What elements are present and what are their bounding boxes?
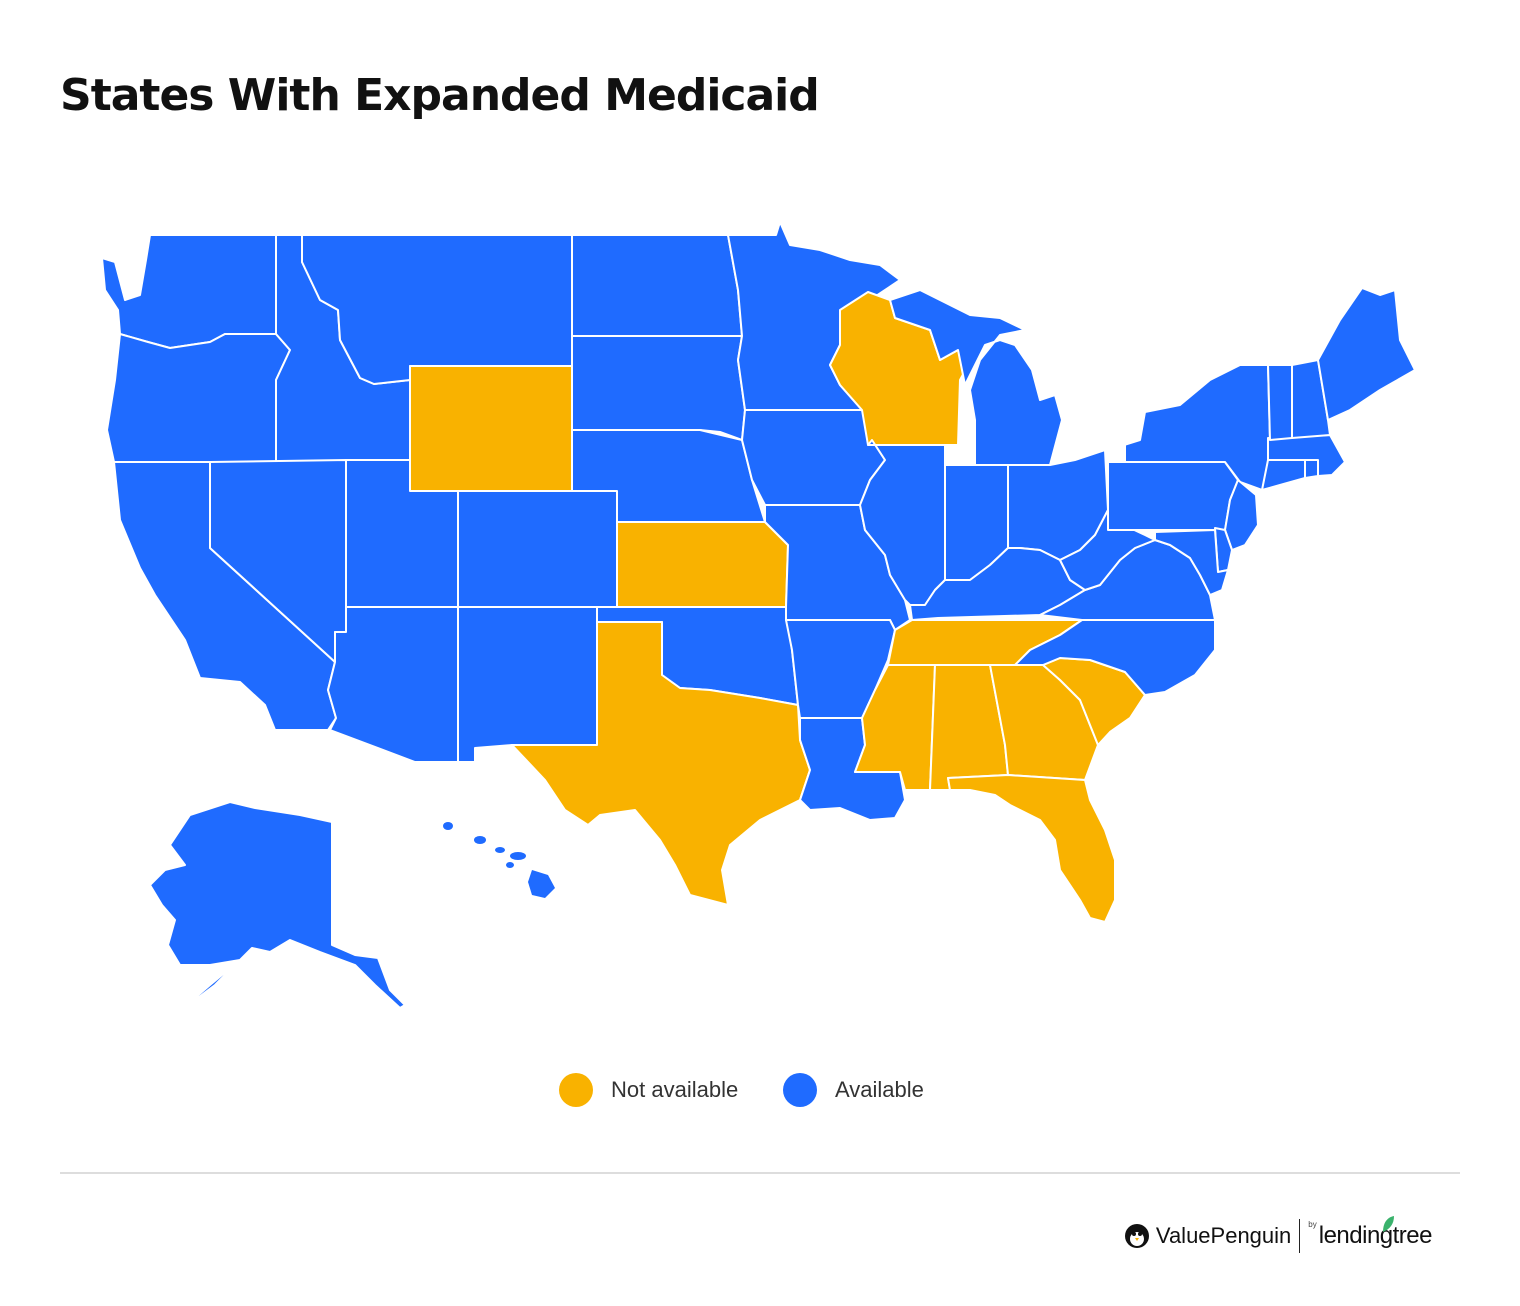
state-nj[interactable] [1224,479,1259,551]
legend-item-not-available: Not available [559,1072,738,1108]
state-mi[interactable] [889,289,1063,466]
state-ct[interactable] [1261,459,1306,491]
state-or[interactable] [106,333,291,463]
legend-label-available: Available [835,1077,924,1102]
brand-valuepenguin: ValuePenguin [1155,1223,1292,1248]
state-me[interactable] [1317,287,1416,421]
state-ma[interactable] [1267,434,1346,477]
legend-item-available: Available [783,1072,924,1108]
state-hi[interactable] [443,822,555,898]
state-sd[interactable] [571,335,746,441]
legend-label-not-available: Not available [611,1077,739,1102]
brand-logo: ValuePenguin by lendingtree [1124,1216,1433,1256]
state-wa[interactable] [101,234,277,349]
state-md[interactable] [1154,529,1229,596]
state-nm[interactable] [457,606,598,763]
state-wy[interactable] [409,365,573,492]
legend-swatch-available [783,1073,817,1107]
brand-by: by [1308,1219,1317,1229]
footer-divider [60,1172,1460,1174]
state-ak[interactable] [149,801,406,1016]
penguin-icon [1124,1224,1149,1248]
state-co[interactable] [457,490,618,608]
state-fl[interactable] [947,774,1116,923]
legend: Not available Available [0,1072,1520,1108]
state-nd[interactable] [571,234,743,337]
state-tx[interactable] [511,621,811,906]
brand-lendingtree: lendingtree [1318,1222,1433,1249]
state-ky[interactable] [909,547,1086,621]
state-az[interactable] [327,606,459,763]
state-ks[interactable] [616,521,789,608]
map-title: States With Expanded Medicaid [60,70,820,121]
state-nc[interactable] [1014,619,1216,696]
state-pa[interactable] [1107,461,1239,531]
state-vt[interactable] [1267,364,1293,441]
brand-separator [1299,1219,1301,1253]
leaf-icon [1383,1216,1394,1232]
legend-swatch-not-available [559,1073,593,1107]
state-ri[interactable] [1304,459,1319,479]
